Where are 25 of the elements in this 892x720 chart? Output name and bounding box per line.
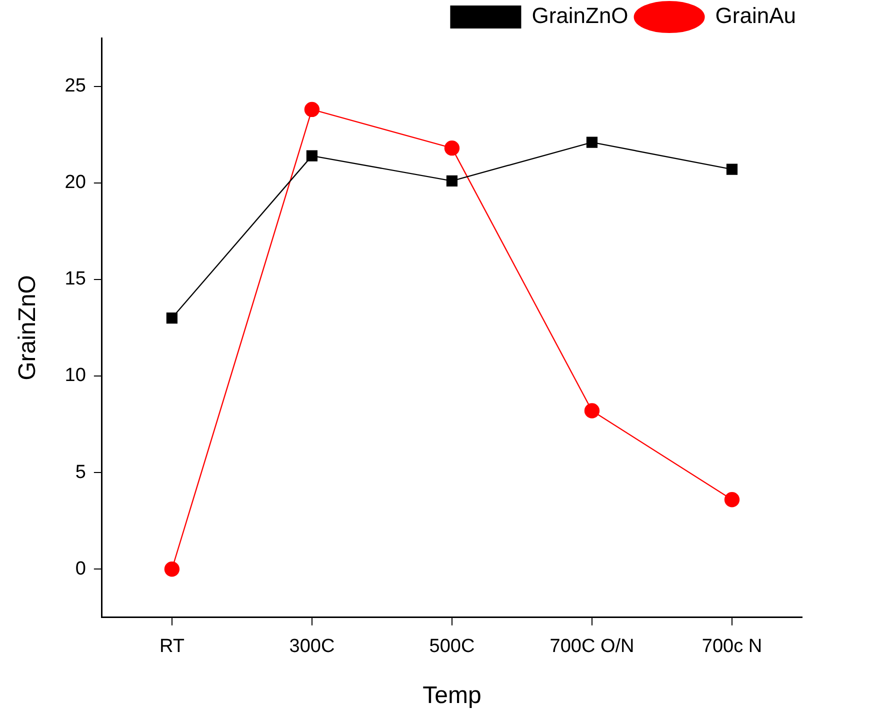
y-tick-label: 0 bbox=[75, 558, 86, 580]
x-tick-label: RT bbox=[159, 636, 185, 658]
point bbox=[306, 150, 318, 162]
point bbox=[446, 175, 458, 186]
y-tick-label: 20 bbox=[64, 172, 86, 194]
x-axis-title: Temp bbox=[422, 682, 482, 710]
point bbox=[726, 164, 738, 175]
point bbox=[444, 140, 460, 156]
legend-label: GrainAu bbox=[715, 3, 796, 28]
point bbox=[586, 136, 598, 148]
x-tick-label: 500C bbox=[429, 636, 475, 658]
x-tick-label: 300C bbox=[289, 636, 335, 658]
y-tick-label: 25 bbox=[64, 76, 86, 97]
y-tick-label: 10 bbox=[64, 365, 86, 386]
x-tick-label: 700c N bbox=[702, 636, 762, 658]
point bbox=[724, 492, 740, 508]
y-tick-label: 15 bbox=[64, 268, 86, 290]
x-tick-label: 700C O/N bbox=[550, 636, 634, 658]
point bbox=[164, 562, 180, 577]
point bbox=[304, 102, 320, 118]
legend-label: GrainZnO bbox=[532, 3, 628, 28]
point bbox=[584, 403, 600, 418]
y-axis-title: GrainZnO bbox=[14, 275, 42, 380]
y-tick-label: 5 bbox=[75, 462, 86, 483]
point bbox=[166, 312, 178, 324]
